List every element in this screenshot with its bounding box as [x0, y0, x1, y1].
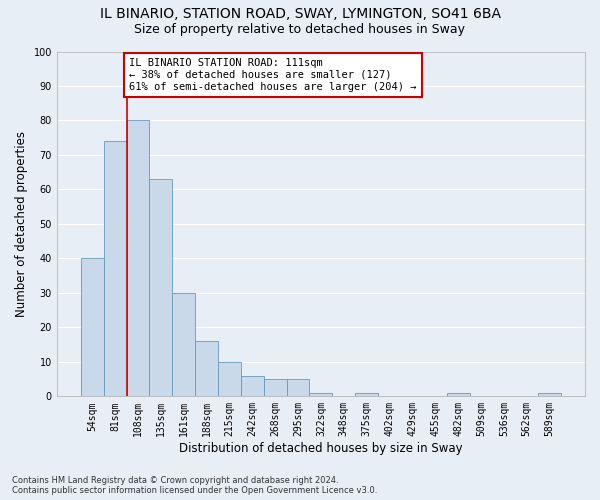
Bar: [355, 393, 378, 396]
Text: IL BINARIO, STATION ROAD, SWAY, LYMINGTON, SO41 6BA: IL BINARIO, STATION ROAD, SWAY, LYMINGTO…: [100, 8, 500, 22]
Bar: [264, 379, 287, 396]
Text: Size of property relative to detached houses in Sway: Size of property relative to detached ho…: [134, 22, 466, 36]
Bar: [218, 362, 241, 396]
Bar: [241, 376, 264, 396]
Bar: [538, 393, 561, 396]
Bar: [195, 341, 218, 396]
Bar: [446, 393, 470, 396]
Text: Contains HM Land Registry data © Crown copyright and database right 2024.
Contai: Contains HM Land Registry data © Crown c…: [12, 476, 377, 495]
Text: IL BINARIO STATION ROAD: 111sqm
← 38% of detached houses are smaller (127)
61% o: IL BINARIO STATION ROAD: 111sqm ← 38% of…: [129, 58, 416, 92]
Bar: [310, 393, 332, 396]
Bar: [81, 258, 104, 396]
Bar: [149, 179, 172, 396]
Bar: [104, 141, 127, 397]
Bar: [287, 379, 310, 396]
Y-axis label: Number of detached properties: Number of detached properties: [15, 131, 28, 317]
Bar: [127, 120, 149, 396]
Bar: [172, 293, 195, 397]
X-axis label: Distribution of detached houses by size in Sway: Distribution of detached houses by size …: [179, 442, 463, 455]
